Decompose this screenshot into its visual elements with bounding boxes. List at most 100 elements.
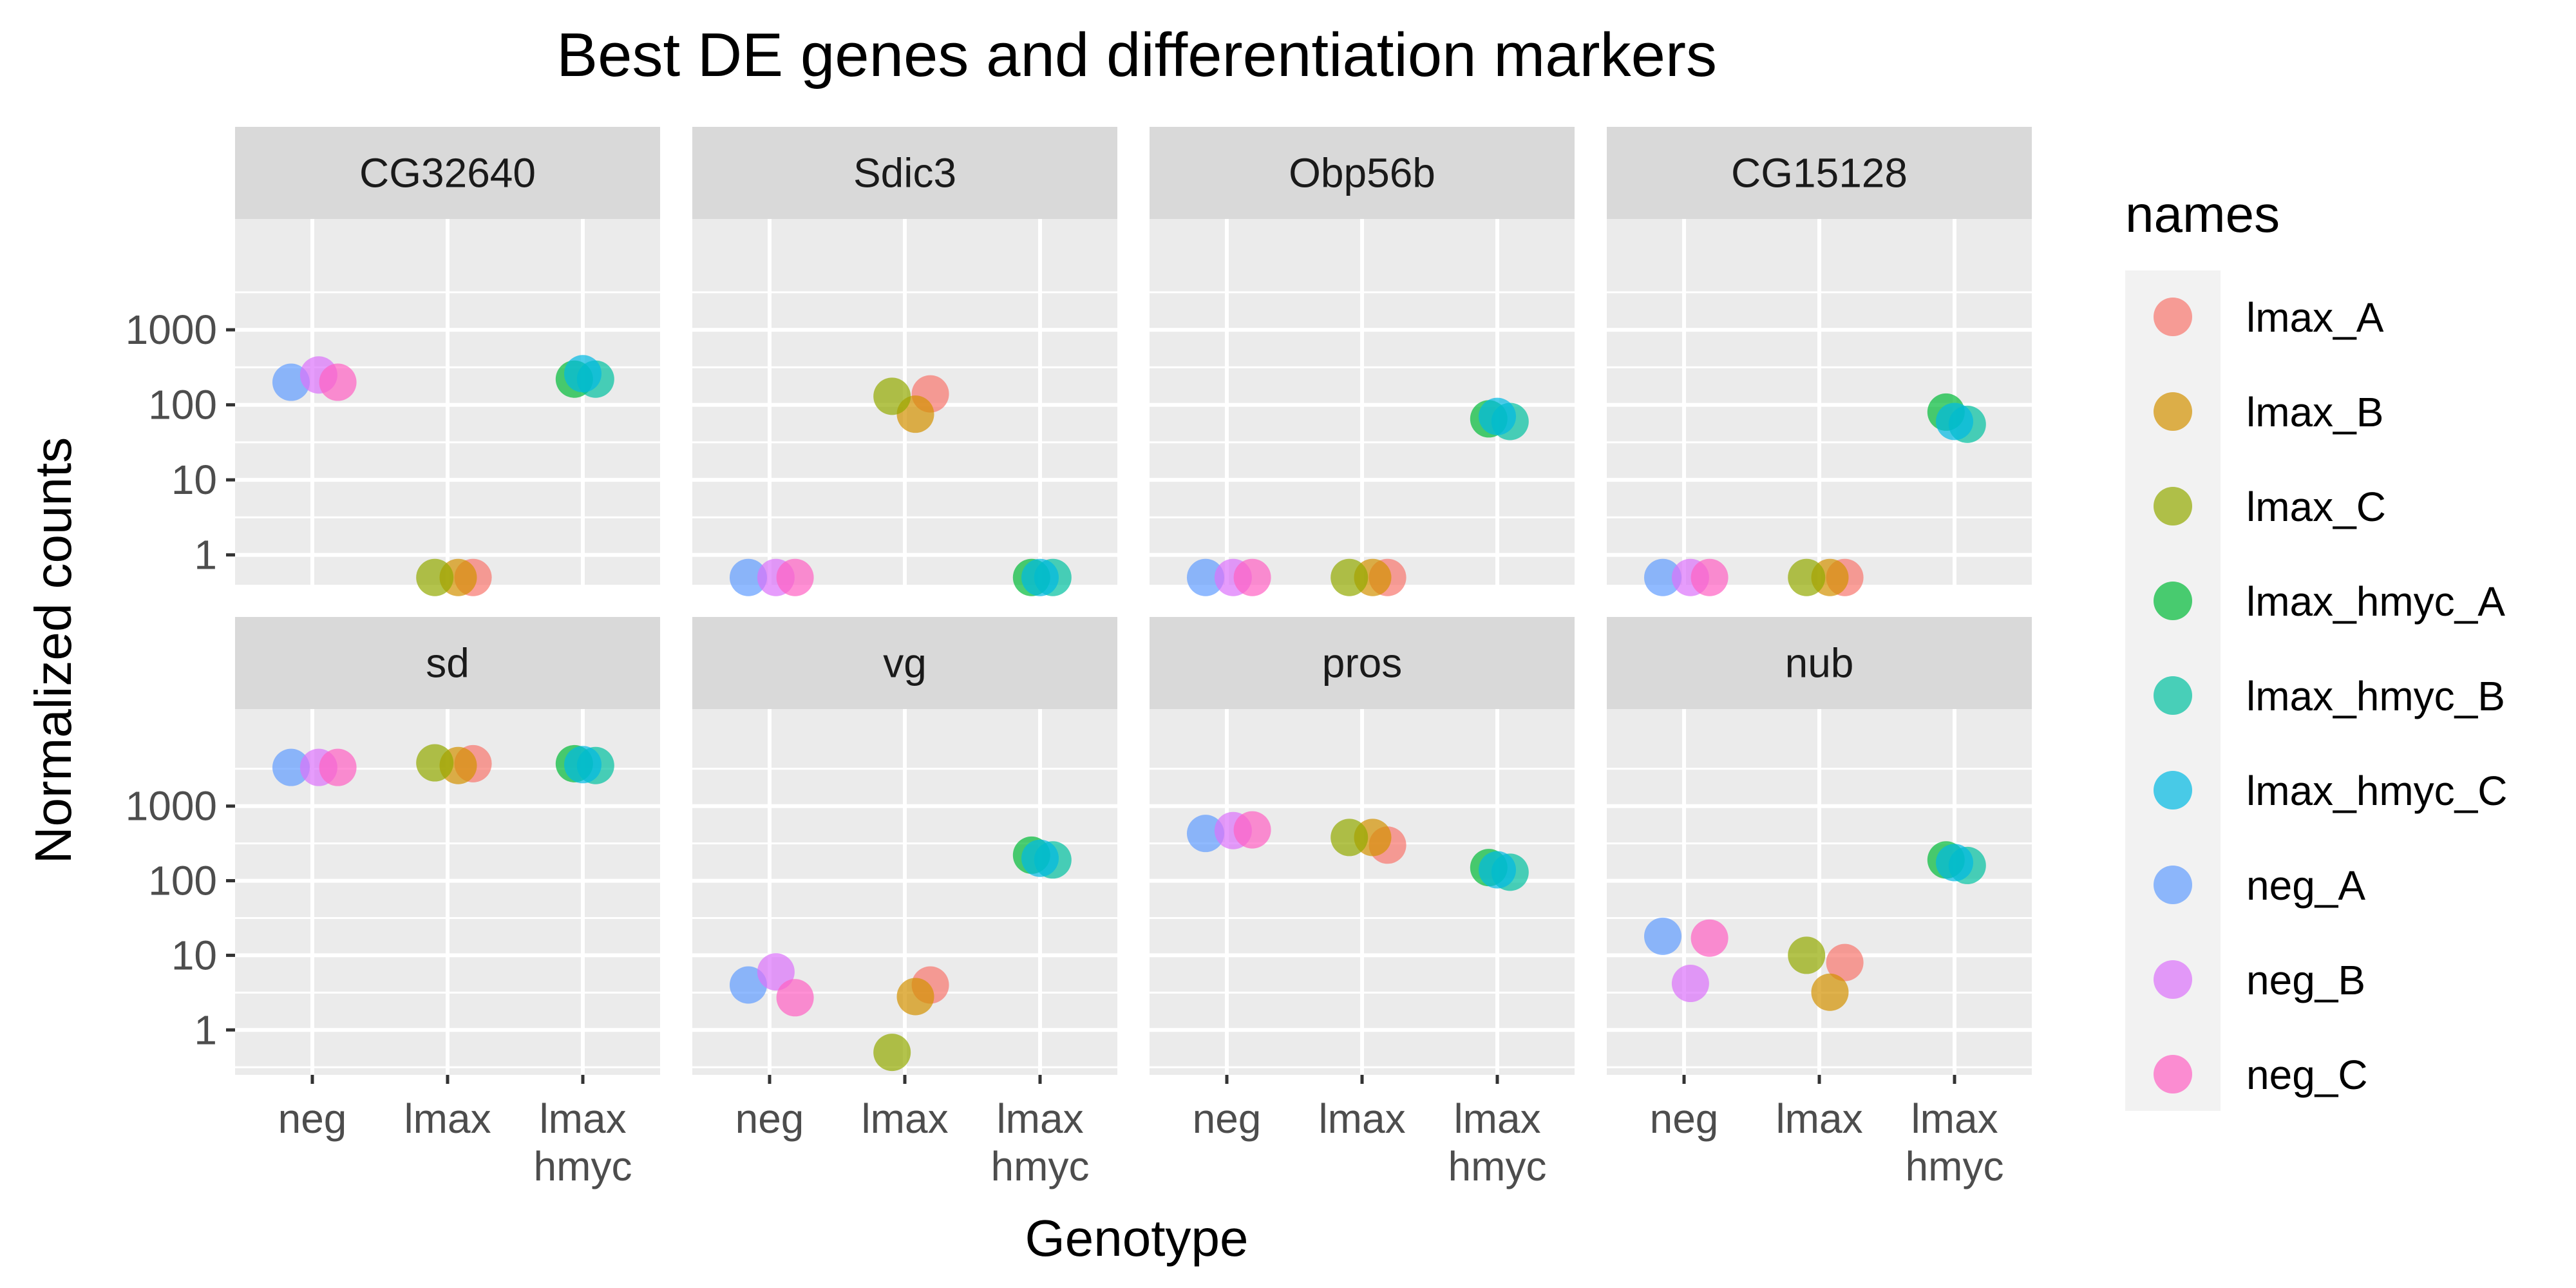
- data-point-lmax_B: [1811, 973, 1849, 1011]
- facet-strip-label: CG15128: [1731, 150, 1908, 196]
- x-tick-label: lmax hmyc: [1448, 1095, 1547, 1189]
- x-tick-label: neg: [1193, 1095, 1262, 1142]
- chart-title: Best DE genes and differentiation marker…: [556, 21, 1717, 90]
- y-tick-label: 1000: [126, 783, 217, 829]
- data-point-neg_C: [1233, 811, 1271, 849]
- data-point-lmax_C: [1788, 558, 1826, 596]
- facet-strip: [235, 127, 660, 219]
- data-point-neg_A: [729, 966, 767, 1004]
- data-point-lmax_C: [1788, 936, 1826, 974]
- legend-label-neg_C: neg_C: [2246, 1052, 2368, 1098]
- y-tick-label: 10: [171, 932, 217, 978]
- data-point-neg_A: [272, 748, 310, 786]
- legend-key-lmax_hmyc_C: [2154, 771, 2192, 810]
- x-tick-label: lmax: [404, 1095, 491, 1142]
- facet-strip-label: sd: [426, 640, 469, 687]
- data-point-neg_A: [1186, 815, 1224, 853]
- data-point-lmax_hmyc_C: [1479, 397, 1517, 435]
- x-tick-label: lmax hmyc: [991, 1095, 1090, 1189]
- x-tick-label: neg: [278, 1095, 347, 1142]
- legend-key-neg_B: [2154, 960, 2192, 999]
- x-tick-label: neg: [735, 1095, 804, 1142]
- x-tick-label: lmax: [861, 1095, 948, 1142]
- data-point-lmax_A: [1826, 943, 1864, 981]
- data-point-neg_B: [1671, 965, 1709, 1003]
- legend-key-lmax_A: [2154, 298, 2192, 336]
- data-point-neg_A: [729, 558, 767, 596]
- data-point-lmax_hmyc_C: [1479, 851, 1517, 889]
- legend-label-neg_A: neg_A: [2246, 862, 2365, 909]
- facet-strip: [1150, 617, 1575, 709]
- legend-key-lmax_B: [2154, 392, 2192, 431]
- x-tick-label: lmax hmyc: [1906, 1095, 2004, 1189]
- data-point-lmax_C: [1331, 558, 1368, 596]
- legend-key-lmax_hmyc_B: [2154, 676, 2192, 715]
- facet-strip: [235, 617, 660, 709]
- legend-label-lmax_A: lmax_A: [2246, 294, 2384, 341]
- data-point-lmax_C: [873, 377, 911, 415]
- data-point-neg_C: [776, 558, 814, 596]
- data-point-neg_A: [1643, 917, 1681, 955]
- x-axis-title: Genotype: [1025, 1209, 1249, 1267]
- facet-strip: [1607, 127, 2032, 219]
- facet-panel-Obp56b: Obp56b: [1150, 127, 1575, 596]
- y-tick-label: 100: [148, 858, 217, 904]
- data-point-lmax_hmyc_C: [564, 746, 602, 784]
- facet-strip-label: pros: [1322, 640, 1403, 687]
- facet-strip-label: vg: [883, 640, 927, 687]
- facet-panels: CG32640 1 10 100 1000 Sdic3 Obp56b CG15128 sd 1 10…: [126, 127, 2032, 1189]
- legend-label-lmax_hmyc_C: lmax_hmyc_C: [2246, 768, 2507, 814]
- y-tick-label: 1000: [126, 307, 217, 353]
- x-tick-label: lmax hmyc: [534, 1095, 632, 1189]
- legend-label-lmax_hmyc_A: lmax_hmyc_A: [2246, 578, 2505, 625]
- facet-strip: [692, 617, 1117, 709]
- facet-panel-nub: nub neg lmax lmax hmyc: [1607, 617, 2032, 1189]
- legend: names lmax_Almax_Blmax_Clmax_hmyc_Almax_…: [2125, 185, 2507, 1111]
- data-point-lmax_hmyc_C: [1021, 839, 1059, 877]
- data-point-neg_B: [757, 953, 795, 991]
- legend-key-lmax_C: [2154, 487, 2192, 526]
- facet-strip-label: CG32640: [359, 150, 536, 196]
- facet-panel-sd: sd 1 10 100 1000 neg lmax lmax hmyc: [126, 617, 660, 1189]
- data-point-lmax_hmyc_C: [564, 355, 602, 393]
- facet-panel-vg: vg neg lmax lmax hmyc: [692, 617, 1117, 1189]
- data-point-lmax_C: [416, 558, 454, 596]
- data-point-neg_C: [1690, 919, 1728, 957]
- data-point-neg_C: [319, 748, 357, 786]
- data-point-neg_C: [1233, 558, 1271, 596]
- y-tick-label: 1: [194, 1007, 217, 1053]
- facet-strip: [692, 127, 1117, 219]
- y-axis-title: Normalized counts: [24, 437, 82, 864]
- legend-label-lmax_B: lmax_B: [2246, 389, 2383, 435]
- facet-panel-pros: pros neg lmax lmax hmyc: [1150, 617, 1575, 1189]
- facet-strip-label: nub: [1785, 640, 1854, 687]
- facet-strip-label: Sdic3: [853, 150, 956, 196]
- legend-key-neg_A: [2154, 866, 2192, 904]
- data-point-lmax_hmyc_C: [1021, 558, 1059, 596]
- facet-panel-CG32640: CG32640 1 10 100 1000: [126, 127, 660, 596]
- data-point-lmax_B: [896, 978, 934, 1016]
- data-point-neg_C: [776, 979, 814, 1017]
- data-point-neg_C: [1690, 558, 1728, 596]
- legend-label-lmax_hmyc_B: lmax_hmyc_B: [2246, 673, 2505, 719]
- x-tick-label: neg: [1650, 1095, 1719, 1142]
- legend-title: names: [2125, 185, 2280, 243]
- y-tick-label: 1: [194, 532, 217, 578]
- data-point-lmax_hmyc_C: [1936, 402, 1974, 440]
- y-tick-label: 100: [148, 382, 217, 428]
- data-point-neg_A: [1186, 558, 1224, 596]
- data-point-lmax_hmyc_C: [1936, 844, 1974, 882]
- legend-label-neg_B: neg_B: [2246, 957, 2365, 1003]
- facet-panel-Sdic3: Sdic3: [692, 127, 1117, 596]
- y-tick-label: 10: [171, 457, 217, 503]
- legend-label-lmax_C: lmax_C: [2246, 484, 2386, 530]
- x-tick-label: lmax: [1318, 1095, 1405, 1142]
- facet-strip: [1607, 617, 2032, 709]
- data-point-lmax_C: [416, 744, 454, 782]
- facet-panel-CG15128: CG15128: [1607, 127, 2032, 596]
- data-point-neg_A: [1643, 558, 1681, 596]
- legend-key-lmax_hmyc_A: [2154, 582, 2192, 620]
- facet-strip: [1150, 127, 1575, 219]
- legend-items: lmax_A lmax_B lmax_C lmax_hmyc_A lmax_hmyc_B…: [2154, 294, 2507, 1098]
